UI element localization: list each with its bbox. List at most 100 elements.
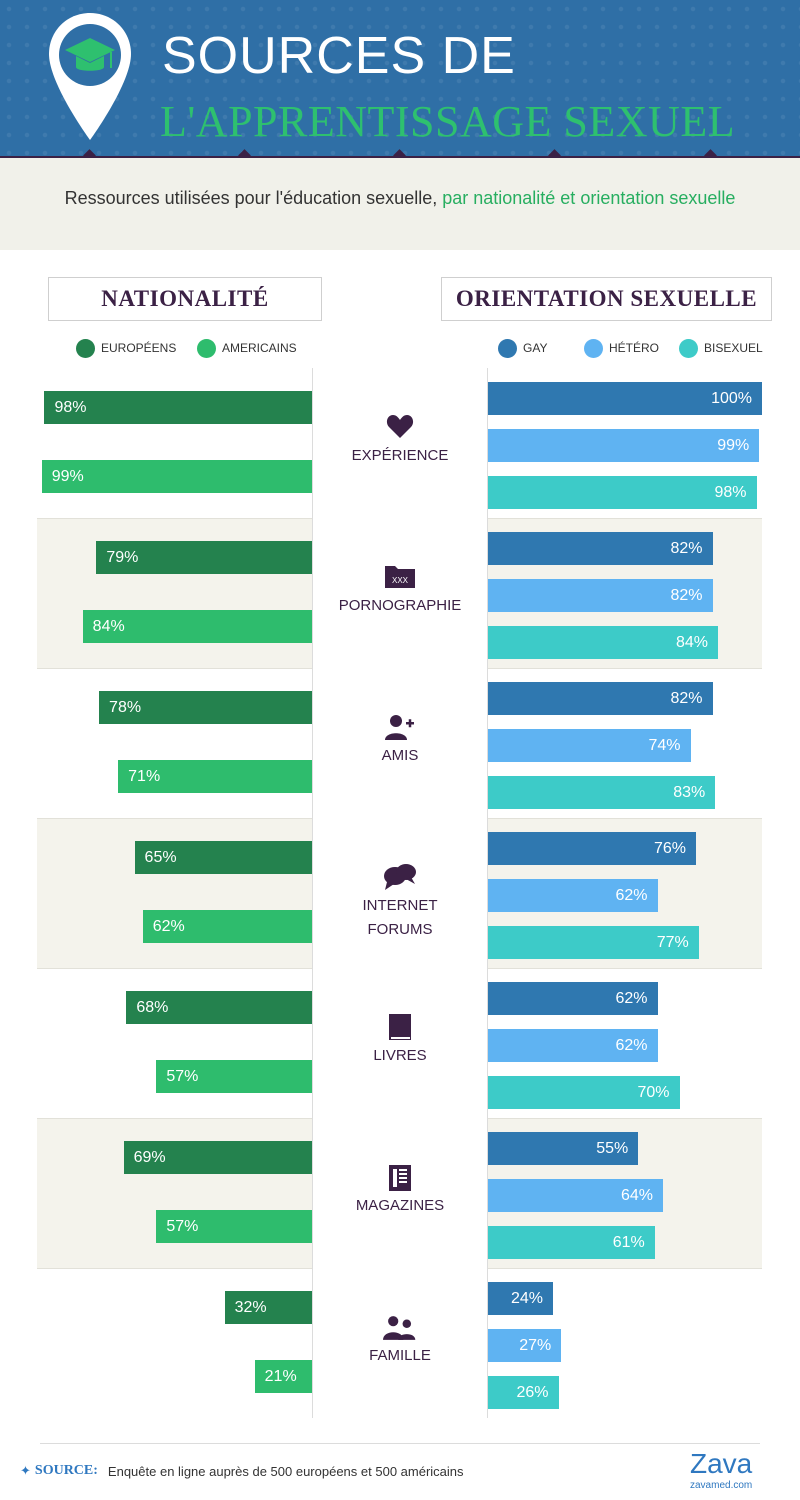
bar-europeens: 78% bbox=[99, 691, 312, 724]
right-axis-line bbox=[487, 368, 488, 1418]
bar-value-label: 69% bbox=[133, 1148, 166, 1166]
bar-value-label: 21% bbox=[264, 1367, 297, 1385]
bar-value-label: 100% bbox=[711, 389, 752, 407]
bar-value-label: 57% bbox=[166, 1067, 199, 1085]
legend-label: HÉTÉRO bbox=[609, 341, 660, 355]
bar-value-label: 77% bbox=[656, 933, 689, 951]
legend-label: BISEXUEL bbox=[704, 341, 763, 355]
legend-swatch bbox=[76, 338, 95, 358]
bar-value-label: 76% bbox=[653, 839, 686, 857]
bar-value-label: 57% bbox=[166, 1217, 199, 1235]
bar-value-label: 74% bbox=[648, 736, 681, 754]
bar-americains: 57% bbox=[156, 1210, 312, 1243]
bar-gay: 76% bbox=[487, 832, 696, 865]
bar-hetero: 62% bbox=[487, 879, 658, 912]
bar-value-label: 70% bbox=[637, 1083, 670, 1101]
bar-value-label: 62% bbox=[615, 989, 648, 1007]
subtitle-band bbox=[0, 158, 800, 250]
bar-value-label: 83% bbox=[673, 783, 706, 801]
category-label: EXPÉRIENCE bbox=[351, 447, 449, 464]
bar-hetero: 99% bbox=[487, 429, 760, 462]
bar-value-label: 68% bbox=[136, 998, 169, 1016]
legend-label: AMERICAINS bbox=[222, 341, 297, 355]
category-label: PORNOGRAPHIE bbox=[338, 597, 462, 614]
bar-value-label: 62% bbox=[615, 886, 648, 904]
bar-europeens: 32% bbox=[224, 1291, 312, 1324]
bar-value-label: 55% bbox=[596, 1139, 629, 1157]
bar-bisexuel: 84% bbox=[487, 626, 718, 659]
bar-value-label: 61% bbox=[612, 1233, 645, 1251]
legend-hetero: HÉTÉRO bbox=[584, 338, 659, 358]
bar-value-label: 24% bbox=[510, 1289, 543, 1307]
bar-value-label: 64% bbox=[620, 1186, 653, 1204]
bar-value-label: 98% bbox=[714, 483, 747, 501]
category-label: MAGAZINES bbox=[355, 1197, 445, 1214]
magazine-icon bbox=[383, 1163, 417, 1193]
category-label-line: FORUMS bbox=[367, 921, 433, 938]
legend-bisexuel: BISEXUEL bbox=[679, 338, 763, 358]
bar-hetero: 64% bbox=[487, 1179, 663, 1212]
bar-value-label: 82% bbox=[670, 689, 703, 707]
bar-gay: 55% bbox=[487, 1132, 639, 1165]
book-icon bbox=[383, 1013, 417, 1041]
bar-europeens: 65% bbox=[134, 841, 312, 874]
legend-swatch bbox=[498, 338, 517, 358]
sparkle-icon: ✦ bbox=[20, 1463, 31, 1478]
zava-url: zavamed.com bbox=[690, 1480, 753, 1491]
legend-europeens: EUROPÉENS bbox=[76, 338, 176, 358]
bar-bisexuel: 77% bbox=[487, 926, 699, 959]
svg-text:XXX: XXX bbox=[392, 576, 409, 585]
bar-bisexuel: 98% bbox=[487, 476, 757, 509]
chat-bubbles-icon bbox=[383, 863, 417, 891]
bar-bisexuel: 70% bbox=[487, 1076, 680, 1109]
bar-value-label: 99% bbox=[717, 436, 750, 454]
add-user-icon bbox=[383, 713, 417, 741]
category-label: AMIS bbox=[381, 747, 419, 764]
heart-icon bbox=[383, 413, 417, 439]
bar-americains: 21% bbox=[254, 1360, 312, 1393]
location-pin-graduation-icon bbox=[49, 13, 131, 140]
bar-hetero: 74% bbox=[487, 729, 691, 762]
bar-value-label: 98% bbox=[54, 398, 87, 416]
legend-label: GAY bbox=[523, 341, 548, 355]
bar-europeens: 79% bbox=[96, 541, 312, 574]
bar-bisexuel: 26% bbox=[487, 1376, 559, 1409]
xxx-folder-icon: XXX bbox=[383, 563, 417, 589]
bar-hetero: 27% bbox=[487, 1329, 562, 1362]
subtitle-highlight: par nationalité et orientation sexuelle bbox=[437, 188, 736, 208]
row-separator bbox=[487, 1268, 762, 1269]
bar-americains: 84% bbox=[82, 610, 312, 643]
source-text: Enquête en ligne auprès de 500 européens… bbox=[107, 1463, 464, 1479]
orientation-title: ORIENTATION SEXUELLE bbox=[441, 277, 772, 321]
bar-gay: 82% bbox=[487, 532, 713, 565]
bar-value-label: 84% bbox=[92, 617, 125, 635]
bar-americains: 57% bbox=[156, 1060, 312, 1093]
row-separator bbox=[487, 818, 762, 819]
bar-value-label: 65% bbox=[144, 848, 177, 866]
bar-americains: 99% bbox=[41, 460, 312, 493]
bar-bisexuel: 83% bbox=[487, 776, 716, 809]
row-separator bbox=[487, 1118, 762, 1119]
nationality-title: NATIONALITÉ bbox=[48, 277, 322, 321]
bar-value-label: 99% bbox=[51, 467, 84, 485]
subtitle: Ressources utilisées pour l'éducation se… bbox=[0, 188, 800, 209]
bar-gay: 82% bbox=[487, 682, 713, 715]
bar-value-label: 71% bbox=[128, 767, 161, 785]
bar-value-label: 78% bbox=[109, 698, 142, 716]
family-icon bbox=[383, 1313, 417, 1343]
row-separator bbox=[487, 968, 762, 969]
bar-value-label: 32% bbox=[234, 1298, 267, 1316]
bar-value-label: 79% bbox=[106, 548, 139, 566]
category-label: FAMILLE bbox=[369, 1347, 431, 1364]
bar-bisexuel: 61% bbox=[487, 1226, 655, 1259]
footer-divider bbox=[40, 1443, 760, 1444]
left-axis-line bbox=[312, 368, 313, 1418]
bar-gay: 100% bbox=[487, 382, 762, 415]
bar-americains: 62% bbox=[142, 910, 312, 943]
category-label: LIVRES bbox=[373, 1047, 427, 1064]
row-separator bbox=[37, 1118, 312, 1119]
legend-americains: AMERICAINS bbox=[197, 338, 297, 358]
row-separator bbox=[37, 668, 312, 669]
bar-hetero: 82% bbox=[487, 579, 713, 612]
bar-value-label: 82% bbox=[670, 586, 703, 604]
